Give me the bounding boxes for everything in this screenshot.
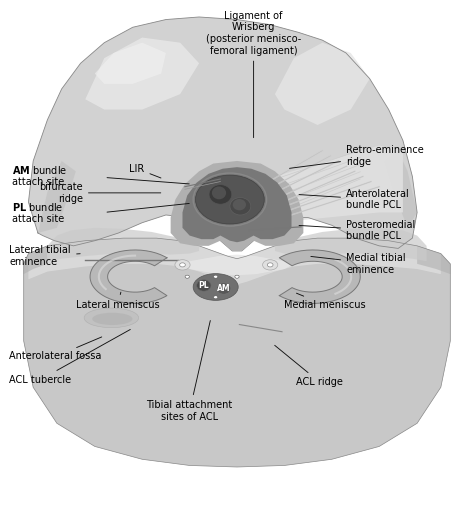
Text: Medial tibial
eminence: Medial tibial eminence	[311, 253, 406, 275]
Polygon shape	[180, 255, 294, 275]
Ellipse shape	[195, 175, 264, 224]
Ellipse shape	[180, 263, 185, 267]
Polygon shape	[90, 250, 167, 303]
Polygon shape	[24, 246, 47, 274]
Ellipse shape	[263, 260, 278, 270]
Text: Ligament of
Wrisberg
(posterior menisco-
femoral ligament): Ligament of Wrisberg (posterior menisco-…	[206, 11, 301, 138]
Text: Anterolateral
bundle PCL: Anterolateral bundle PCL	[299, 189, 410, 210]
Ellipse shape	[92, 313, 132, 325]
Polygon shape	[85, 38, 199, 109]
Text: ACL ridge: ACL ridge	[275, 345, 343, 387]
Ellipse shape	[213, 275, 218, 278]
Ellipse shape	[235, 275, 239, 278]
Polygon shape	[275, 228, 427, 261]
Ellipse shape	[212, 187, 226, 200]
Polygon shape	[279, 250, 360, 303]
Ellipse shape	[230, 197, 251, 215]
Text: Anterolateral fossa: Anterolateral fossa	[9, 337, 102, 362]
Text: Medial meniscus: Medial meniscus	[284, 293, 366, 310]
Polygon shape	[95, 43, 166, 84]
Text: Tibial attachment
sites of ACL: Tibial attachment sites of ACL	[146, 320, 233, 421]
Ellipse shape	[193, 274, 238, 301]
Text: bifurcate
ridge: bifurcate ridge	[39, 182, 161, 204]
Text: LIR: LIR	[129, 164, 161, 178]
Polygon shape	[417, 246, 450, 274]
Polygon shape	[384, 151, 417, 228]
Ellipse shape	[233, 199, 246, 210]
Text: $\mathbf{PL}$ bundle
attach site: $\mathbf{PL}$ bundle attach site	[12, 201, 64, 224]
Ellipse shape	[197, 280, 211, 291]
Polygon shape	[28, 17, 417, 251]
Text: Lateral meniscus: Lateral meniscus	[76, 292, 159, 310]
Text: Retro-eminence
ridge: Retro-eminence ridge	[290, 145, 424, 168]
Ellipse shape	[175, 260, 190, 270]
Text: ACL tubercle: ACL tubercle	[9, 329, 130, 384]
Polygon shape	[47, 228, 199, 261]
Polygon shape	[249, 145, 403, 225]
Text: PL: PL	[199, 281, 209, 290]
Ellipse shape	[213, 296, 218, 299]
Polygon shape	[275, 43, 370, 125]
Ellipse shape	[185, 275, 190, 278]
Polygon shape	[24, 238, 450, 467]
Ellipse shape	[84, 308, 138, 328]
Polygon shape	[182, 167, 292, 242]
Text: Posteromedial
bundle PCL: Posteromedial bundle PCL	[299, 220, 415, 241]
Polygon shape	[171, 161, 303, 251]
Text: $\mathbf{AM}$ bundle
attach site: $\mathbf{AM}$ bundle attach site	[12, 164, 67, 187]
Ellipse shape	[267, 263, 273, 267]
Ellipse shape	[217, 283, 231, 294]
Text: Lateral tibial
eminence: Lateral tibial eminence	[9, 245, 80, 267]
Text: AM: AM	[217, 284, 230, 293]
Ellipse shape	[209, 184, 232, 204]
Polygon shape	[28, 238, 441, 284]
Polygon shape	[38, 161, 76, 233]
